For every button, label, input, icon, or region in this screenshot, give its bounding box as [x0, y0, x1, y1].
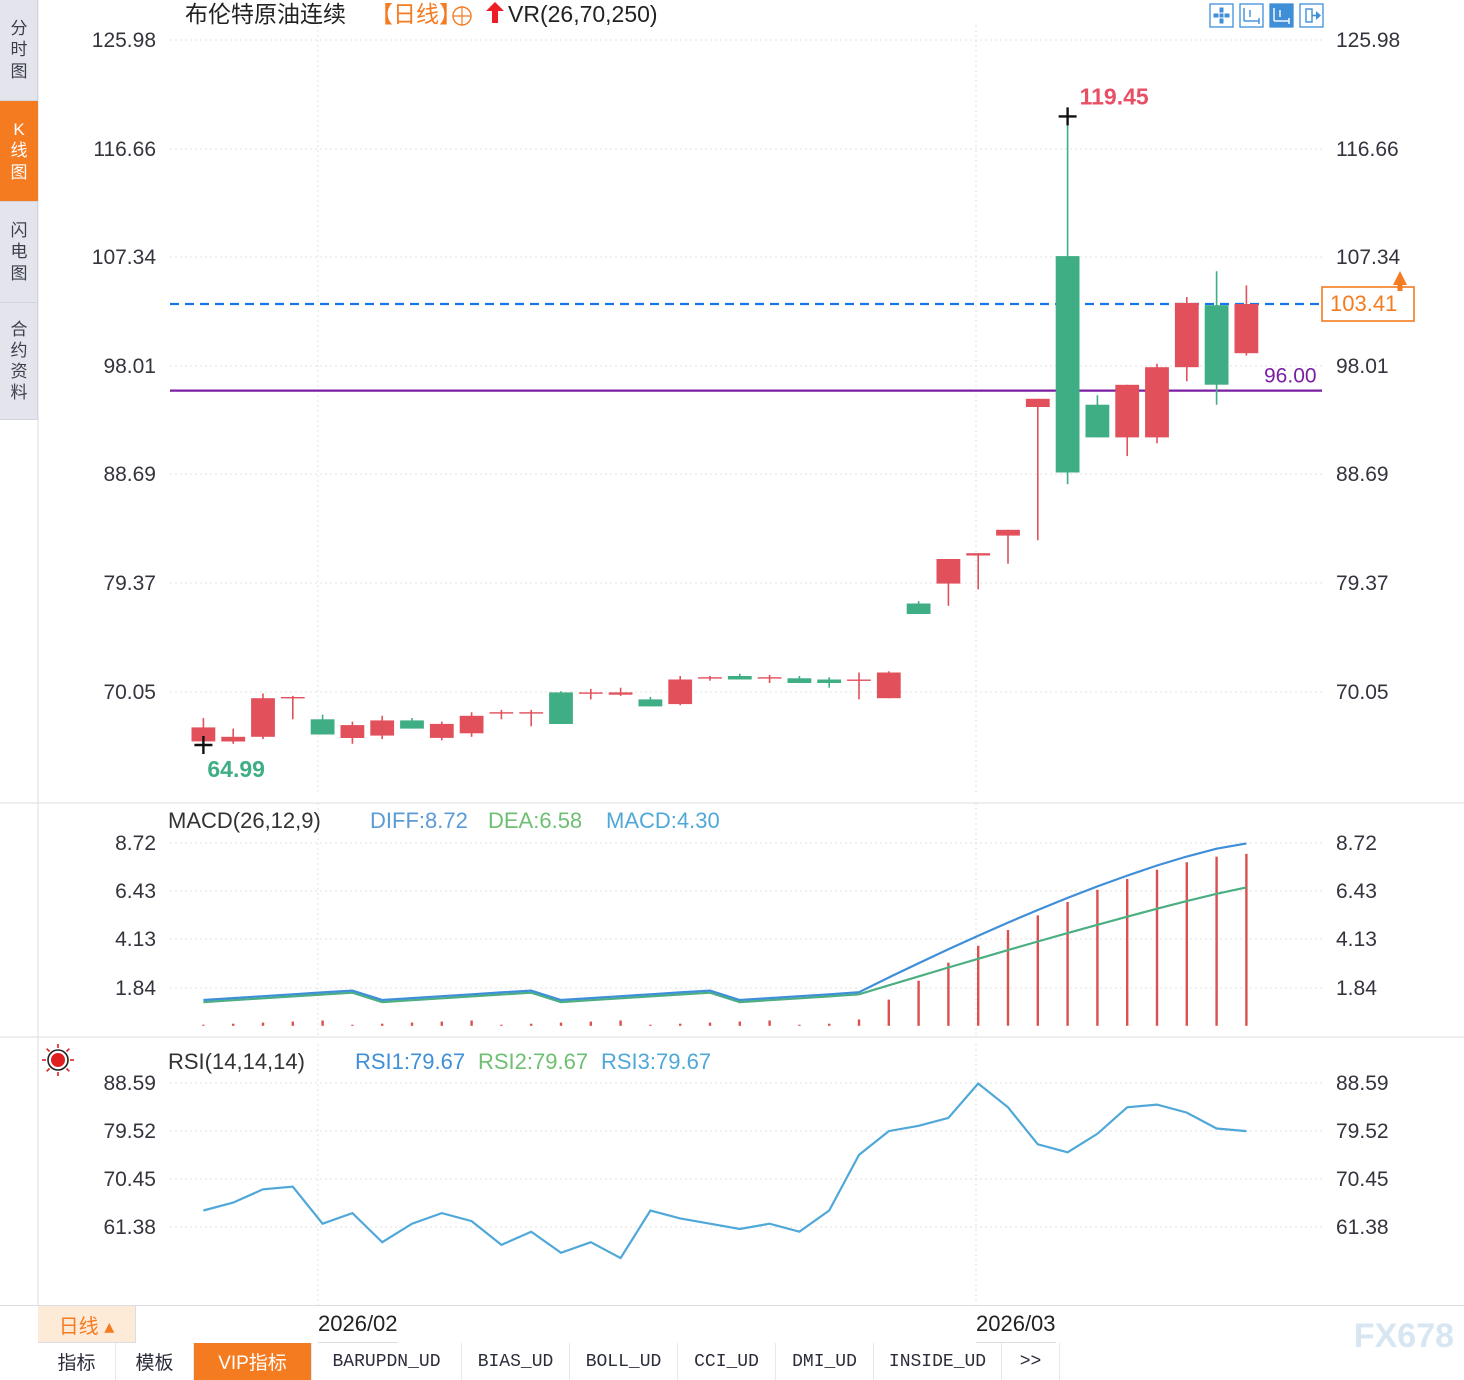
svg-text:79.52: 79.52 — [103, 1120, 156, 1143]
svg-text:70.05: 70.05 — [103, 681, 156, 704]
svg-text:88.69: 88.69 — [1336, 463, 1389, 486]
svg-text:4.13: 4.13 — [1336, 928, 1377, 951]
svg-text:4.13: 4.13 — [115, 928, 156, 951]
svg-text:125.98: 125.98 — [1336, 29, 1400, 52]
svg-text:79.37: 79.37 — [103, 572, 156, 595]
svg-text:88.69: 88.69 — [103, 463, 156, 486]
svg-text:DEA:6.58: DEA:6.58 — [488, 808, 582, 833]
svg-text:布伦特原油连续: 布伦特原油连续 — [185, 1, 346, 27]
svg-text:70.45: 70.45 — [1336, 1168, 1389, 1191]
svg-text:1.84: 1.84 — [1336, 977, 1377, 1000]
svg-text:64.99: 64.99 — [207, 756, 265, 782]
svg-text:【日线】: 【日线】 — [370, 1, 462, 27]
svg-text:VR(26,70,250): VR(26,70,250) — [508, 1, 658, 27]
svg-text:88.59: 88.59 — [103, 1072, 156, 1095]
svg-text:RSI2:79.67: RSI2:79.67 — [478, 1049, 588, 1074]
svg-text:79.52: 79.52 — [1336, 1120, 1389, 1143]
svg-text:61.38: 61.38 — [103, 1216, 156, 1239]
svg-text:MACD(26,12,9): MACD(26,12,9) — [168, 808, 321, 833]
svg-text:79.37: 79.37 — [1336, 572, 1389, 595]
svg-text:116.66: 116.66 — [1336, 138, 1399, 161]
svg-text:MACD:4.30: MACD:4.30 — [606, 808, 720, 833]
svg-text:8.72: 8.72 — [1336, 832, 1377, 855]
svg-text:6.43: 6.43 — [1336, 880, 1377, 903]
svg-text:88.59: 88.59 — [1336, 1072, 1389, 1095]
svg-text:98.01: 98.01 — [1336, 355, 1389, 378]
svg-text:RSI3:79.67: RSI3:79.67 — [601, 1049, 711, 1074]
svg-text:98.01: 98.01 — [103, 355, 156, 378]
svg-text:61.38: 61.38 — [1336, 1216, 1389, 1239]
svg-text:RSI(14,14,14): RSI(14,14,14) — [168, 1049, 305, 1074]
svg-text:DIFF:8.72: DIFF:8.72 — [370, 808, 468, 833]
svg-text:70.45: 70.45 — [103, 1168, 156, 1191]
svg-text:119.45: 119.45 — [1080, 83, 1149, 109]
svg-text:8.72: 8.72 — [115, 832, 156, 855]
svg-text:107.34: 107.34 — [92, 246, 157, 269]
svg-text:70.05: 70.05 — [1336, 681, 1389, 704]
svg-text:6.43: 6.43 — [115, 880, 156, 903]
svg-text:96.00: 96.00 — [1264, 365, 1317, 388]
svg-text:116.66: 116.66 — [93, 138, 156, 161]
svg-text:107.34: 107.34 — [1336, 246, 1401, 269]
svg-text:125.98: 125.98 — [92, 29, 156, 52]
svg-text:103.41: 103.41 — [1330, 291, 1397, 316]
svg-text:RSI1:79.67: RSI1:79.67 — [355, 1049, 465, 1074]
svg-text:1.84: 1.84 — [115, 977, 156, 1000]
